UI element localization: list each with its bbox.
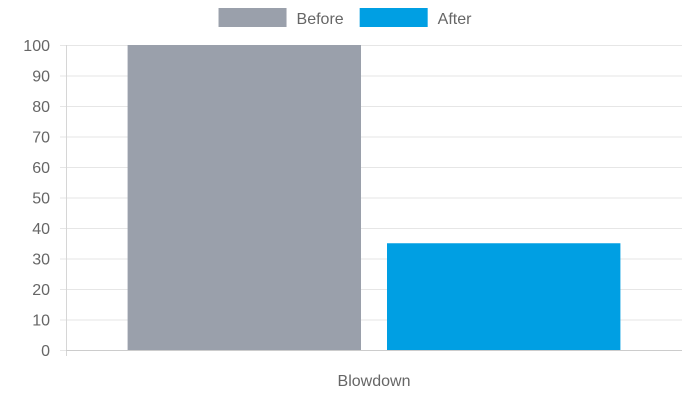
- y-tick-label-60: 60: [32, 160, 50, 177]
- x-tick-label-blowdown: Blowdown: [338, 373, 411, 390]
- legend-swatch-after: [359, 8, 428, 27]
- chart-legend: Before After: [218, 8, 472, 28]
- legend-label-before: Before: [297, 11, 344, 28]
- y-tick-label-100: 100: [23, 38, 50, 55]
- y-tick-label-40: 40: [32, 221, 50, 238]
- bar-after-blowdown: [387, 243, 621, 350]
- y-tick-label-10: 10: [32, 313, 50, 330]
- legend-label-after: After: [438, 11, 472, 28]
- y-axis-ticks: 0 10 20 30 40 50 60 70 80 90 100: [23, 38, 66, 360]
- bar-before-blowdown: [127, 45, 361, 350]
- y-tick-label-90: 90: [32, 69, 50, 86]
- y-tick-label-50: 50: [32, 191, 50, 208]
- y-tick-label-70: 70: [32, 130, 50, 147]
- legend-item-before: Before: [218, 8, 344, 28]
- x-axis-ticks: Blowdown: [338, 373, 411, 390]
- y-tick-label-20: 20: [32, 282, 50, 299]
- y-tick-label-80: 80: [32, 99, 50, 116]
- legend-item-after: After: [359, 8, 472, 28]
- legend-swatch-before: [218, 8, 287, 27]
- bars: [127, 45, 621, 350]
- chart-axes: [66, 45, 682, 356]
- y-tick-label-0: 0: [41, 343, 50, 360]
- y-tick-label-30: 30: [32, 252, 50, 269]
